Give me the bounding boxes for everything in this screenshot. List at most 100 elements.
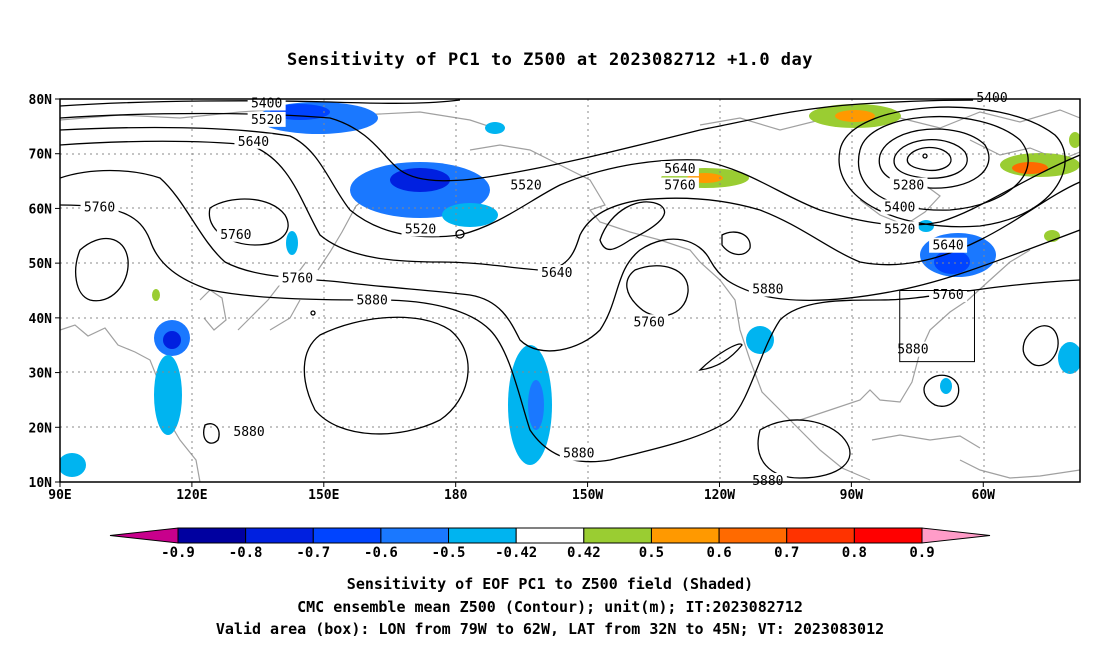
- contour-line: [75, 237, 129, 302]
- contour-line: [922, 153, 928, 159]
- lon-tick-label: 90W: [840, 488, 864, 503]
- colorbar-segment: [245, 527, 314, 544]
- shade-blob: [1012, 162, 1048, 174]
- contour-label-bg: [748, 473, 787, 488]
- shade-blob: [390, 168, 450, 192]
- contour-label: 5760: [220, 228, 251, 243]
- contour-label: 5400: [251, 96, 282, 111]
- lon-tick-label: 90E: [48, 488, 71, 503]
- contour-line: [203, 423, 220, 444]
- colorbar-low-extend: [109, 527, 179, 544]
- contour-label: 5280: [893, 179, 924, 194]
- contour-label-bg: [630, 314, 669, 330]
- contour-label: 5520: [251, 113, 282, 128]
- shade-blob: [154, 355, 182, 435]
- lon-tick-label: 120W: [704, 488, 735, 503]
- contour-label-bg: [660, 161, 699, 177]
- contour-label-bg: [507, 177, 546, 193]
- korea-coastline: [199, 289, 227, 331]
- contour-label: 5520: [510, 179, 541, 194]
- contour-labels: 5400 5520 5640 5760 5760 5760 5880 5880 5520 5520…: [80, 90, 1012, 489]
- lat-tick-label: 80N: [29, 93, 53, 108]
- lon-tick-label: 60W: [972, 488, 996, 503]
- shade-blob: [485, 122, 505, 134]
- contour-line: [923, 374, 960, 407]
- contour-line: [757, 419, 851, 479]
- contour-label: 5880: [356, 293, 387, 308]
- colorbar-high-extend: [921, 527, 991, 544]
- lat-tick-label: 30N: [29, 367, 53, 382]
- shade-blob: [1069, 132, 1080, 148]
- colorbar-segment: [583, 527, 652, 544]
- colorbar-segment: [312, 527, 382, 544]
- contour-line: [893, 139, 968, 179]
- contour-label: 5640: [541, 266, 572, 281]
- contour-label-bg: [929, 237, 968, 253]
- colorbar-label: 0.6: [706, 545, 731, 561]
- contour-label-bg: [230, 423, 269, 439]
- shade-blob: [152, 289, 160, 301]
- grid-lines: [60, 99, 1080, 482]
- colorbar-segment: [786, 527, 855, 544]
- gulf-coastline: [799, 249, 1031, 421]
- contour-line: [310, 310, 316, 316]
- contour-line: [303, 316, 469, 435]
- contour-label: 5880: [233, 425, 264, 440]
- lat-tick-label: 20N: [29, 421, 53, 436]
- contour-label-bg: [537, 265, 576, 281]
- shade-blob: [1058, 342, 1080, 374]
- lat-tick-label: 10N: [29, 476, 53, 491]
- colorbar-segment: [650, 527, 720, 544]
- contour-line: [1022, 325, 1059, 367]
- lon-tick-label: 150W: [572, 488, 603, 503]
- contour-label-bg: [401, 221, 440, 237]
- colorbar-label: 0.8: [842, 545, 867, 561]
- contour-label-bg: [216, 226, 255, 242]
- contour-label: 5640: [664, 162, 695, 177]
- caribbean: [871, 434, 981, 449]
- map-frame: [59, 98, 1081, 483]
- contour-line: [906, 146, 952, 172]
- contour-line: [60, 99, 1001, 182]
- colorbar-segment: [177, 527, 247, 544]
- contour-label-bg: [559, 445, 598, 461]
- contour-line: [60, 169, 1080, 352]
- contour-label-bg: [880, 199, 919, 215]
- contour-label-bg: [247, 111, 286, 127]
- contour-label: 5520: [884, 222, 915, 237]
- contour-label: 5400: [884, 200, 915, 215]
- footer-line-3: Valid area (box): LON from 79W to 62W, L…: [215, 620, 885, 638]
- sensitivity-shading: [60, 102, 1080, 477]
- contour-label-bg: [80, 199, 119, 215]
- contour-label-bg: [234, 133, 273, 149]
- colorbar-label: -0.5: [432, 545, 466, 561]
- contour-label: 5880: [897, 343, 928, 358]
- shade-blob: [442, 203, 498, 227]
- contour-label-bg: [973, 90, 1012, 105]
- contour-label: 5880: [752, 283, 783, 298]
- colorbar-label: 0.7: [774, 545, 799, 561]
- lon-tick-label: 150E: [308, 488, 339, 503]
- contour-label: 5760: [282, 272, 313, 287]
- contour-label-bg: [748, 281, 787, 297]
- colorbar-label: -0.8: [229, 545, 263, 561]
- colorbar-label: -0.6: [364, 545, 398, 561]
- colorbar-label: -0.42: [495, 545, 537, 561]
- contour-line: [698, 343, 743, 371]
- shade-blob: [940, 378, 952, 394]
- contour-label-bg: [353, 292, 392, 308]
- contour-label-bg: [893, 341, 932, 357]
- contour-label: 5760: [633, 315, 664, 330]
- south-america-coast: [959, 459, 1080, 479]
- colorbar-segment: [448, 527, 517, 544]
- contour-label-bg: [880, 221, 919, 237]
- contour-line: [626, 265, 689, 317]
- map-title: Sensitivity of PC1 to Z500 at 2023082712…: [286, 50, 813, 70]
- contour-label: 5760: [84, 200, 115, 215]
- lat-tick-label: 70N: [29, 148, 53, 163]
- colorbar-segment: [380, 527, 450, 544]
- valid-area-box: [899, 290, 975, 363]
- contour-label: 5640: [238, 135, 269, 150]
